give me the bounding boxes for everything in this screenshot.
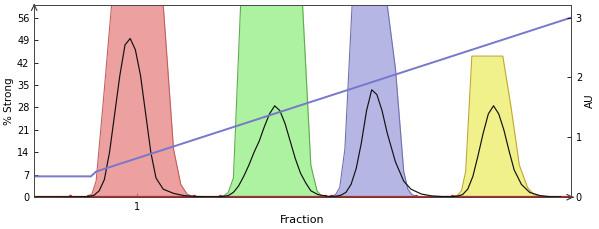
X-axis label: Fraction: Fraction bbox=[280, 215, 325, 225]
Y-axis label: AU: AU bbox=[585, 94, 595, 108]
Point bbox=[320, 194, 330, 198]
Point bbox=[65, 194, 75, 198]
Point bbox=[83, 194, 93, 198]
Point bbox=[189, 194, 199, 198]
Point bbox=[412, 194, 421, 198]
Y-axis label: % Strong: % Strong bbox=[4, 77, 14, 125]
Point bbox=[447, 194, 457, 198]
Point bbox=[326, 194, 336, 198]
Point bbox=[215, 194, 225, 198]
